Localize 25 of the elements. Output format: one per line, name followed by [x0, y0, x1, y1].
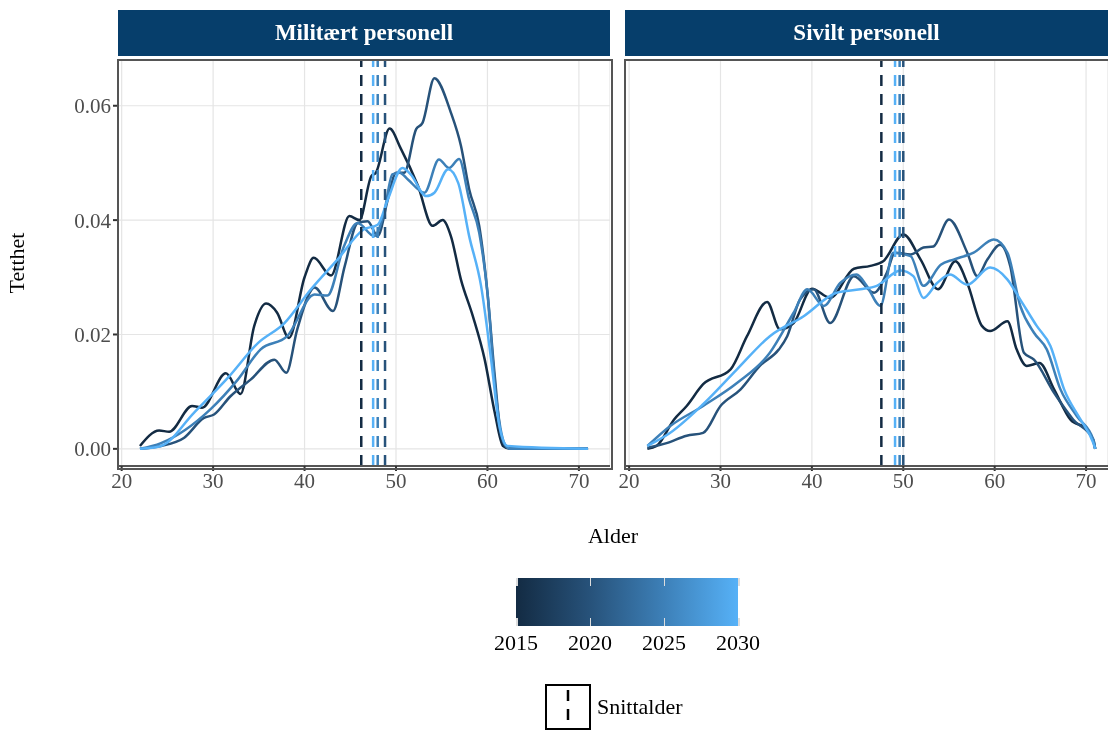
x-tick-label: 70 — [568, 468, 590, 493]
y-tick-label: 0.02 — [74, 322, 111, 347]
chart-title: Sivilt personell — [625, 10, 1108, 56]
y-tick-label: 0.06 — [74, 94, 111, 119]
x-tick-label: 20 — [618, 468, 640, 493]
x-tick-label: 70 — [1075, 468, 1097, 493]
x-tick-label: 40 — [801, 468, 823, 493]
x-tick-label: 40 — [294, 468, 316, 493]
y-axis-title: Tetthet — [7, 231, 30, 296]
color-bar-label: 2015 — [493, 630, 539, 656]
x-tick-label: 30 — [202, 468, 224, 493]
chart-title: Militært personell — [118, 10, 610, 56]
x-tick-label: 60 — [476, 468, 498, 493]
color-bar-label: 2030 — [715, 630, 761, 656]
x-tick-label: 20 — [111, 468, 133, 493]
x-axis-title: Alder — [586, 523, 640, 549]
color-bar-label: 2025 — [641, 630, 687, 656]
y-tick-label: 0.04 — [74, 208, 112, 233]
color-bar-label: 2020 — [567, 630, 613, 656]
x-tick-label: 60 — [984, 468, 1006, 493]
x-tick-label: 50 — [892, 468, 914, 493]
x-tick-label: 30 — [710, 468, 731, 493]
x-tick-label: 50 — [385, 468, 407, 493]
y-tick-label: 0.00 — [74, 437, 111, 462]
text: Snittalder — [597, 694, 683, 720]
